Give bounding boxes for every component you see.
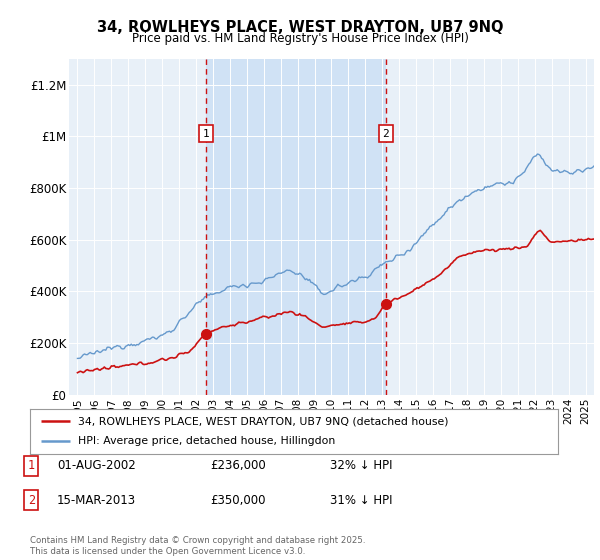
Text: 2: 2 <box>382 129 389 139</box>
Text: HPI: Average price, detached house, Hillingdon: HPI: Average price, detached house, Hill… <box>77 436 335 446</box>
Text: Contains HM Land Registry data © Crown copyright and database right 2025.
This d: Contains HM Land Registry data © Crown c… <box>30 536 365 556</box>
Text: Price paid vs. HM Land Registry's House Price Index (HPI): Price paid vs. HM Land Registry's House … <box>131 32 469 45</box>
Text: 32% ↓ HPI: 32% ↓ HPI <box>330 459 392 473</box>
Bar <box>206 59 386 395</box>
Text: 1: 1 <box>203 129 209 139</box>
Text: 01-AUG-2002: 01-AUG-2002 <box>57 459 136 473</box>
Text: £236,000: £236,000 <box>210 459 266 473</box>
Text: 31% ↓ HPI: 31% ↓ HPI <box>330 493 392 507</box>
Text: 34, ROWLHEYS PLACE, WEST DRAYTON, UB7 9NQ (detached house): 34, ROWLHEYS PLACE, WEST DRAYTON, UB7 9N… <box>77 416 448 426</box>
Text: £350,000: £350,000 <box>210 493 265 507</box>
Text: 15-MAR-2013: 15-MAR-2013 <box>57 493 136 507</box>
Text: 2: 2 <box>28 493 35 507</box>
Text: 34, ROWLHEYS PLACE, WEST DRAYTON, UB7 9NQ: 34, ROWLHEYS PLACE, WEST DRAYTON, UB7 9N… <box>97 20 503 35</box>
Text: 1: 1 <box>28 459 35 473</box>
